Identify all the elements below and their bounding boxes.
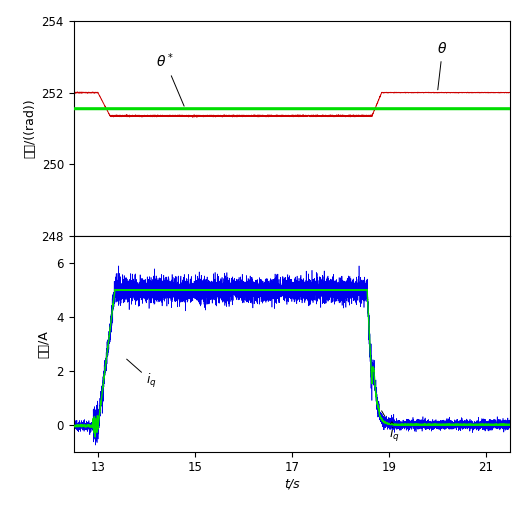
Text: (a)  位置波形: (a) 位置波形 <box>262 291 321 304</box>
X-axis label: t/s: t/s <box>284 262 300 275</box>
Y-axis label: 位置/((rad)): 位置/((rad)) <box>23 99 36 158</box>
Text: $\theta^*$: $\theta^*$ <box>156 52 184 106</box>
Y-axis label: 电流/A: 电流/A <box>38 330 51 358</box>
Text: $\theta$: $\theta$ <box>438 41 448 90</box>
Text: $i_q$: $i_q$ <box>127 359 157 390</box>
Text: $\hat{i}_q$: $\hat{i}_q$ <box>382 411 400 444</box>
X-axis label: t/s: t/s <box>284 477 300 490</box>
